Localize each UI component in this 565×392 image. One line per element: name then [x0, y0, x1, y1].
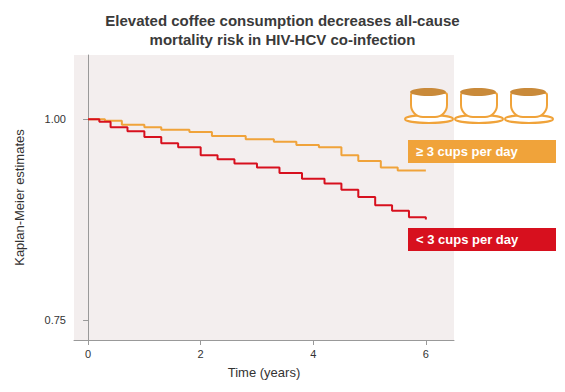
svg-text:Kaplan-Meier estimates: Kaplan-Meier estimates — [12, 129, 27, 266]
svg-text:0: 0 — [85, 348, 91, 360]
svg-text:< 3 cups per day: < 3 cups per day — [416, 232, 519, 247]
svg-text:4: 4 — [310, 348, 316, 360]
svg-text:0.75: 0.75 — [45, 314, 66, 326]
svg-text:Elevated coffee consumption de: Elevated coffee consumption decreases al… — [105, 12, 459, 29]
svg-text:6: 6 — [423, 348, 429, 360]
svg-text:≥ 3 cups per day: ≥ 3 cups per day — [416, 144, 519, 159]
svg-text:Time (years): Time (years) — [228, 365, 300, 380]
svg-text:1.00: 1.00 — [45, 113, 66, 125]
svg-text:mortality risk in HIV-HCV co-i: mortality risk in HIV-HCV co-infection — [150, 31, 416, 48]
svg-text:2: 2 — [198, 348, 204, 360]
